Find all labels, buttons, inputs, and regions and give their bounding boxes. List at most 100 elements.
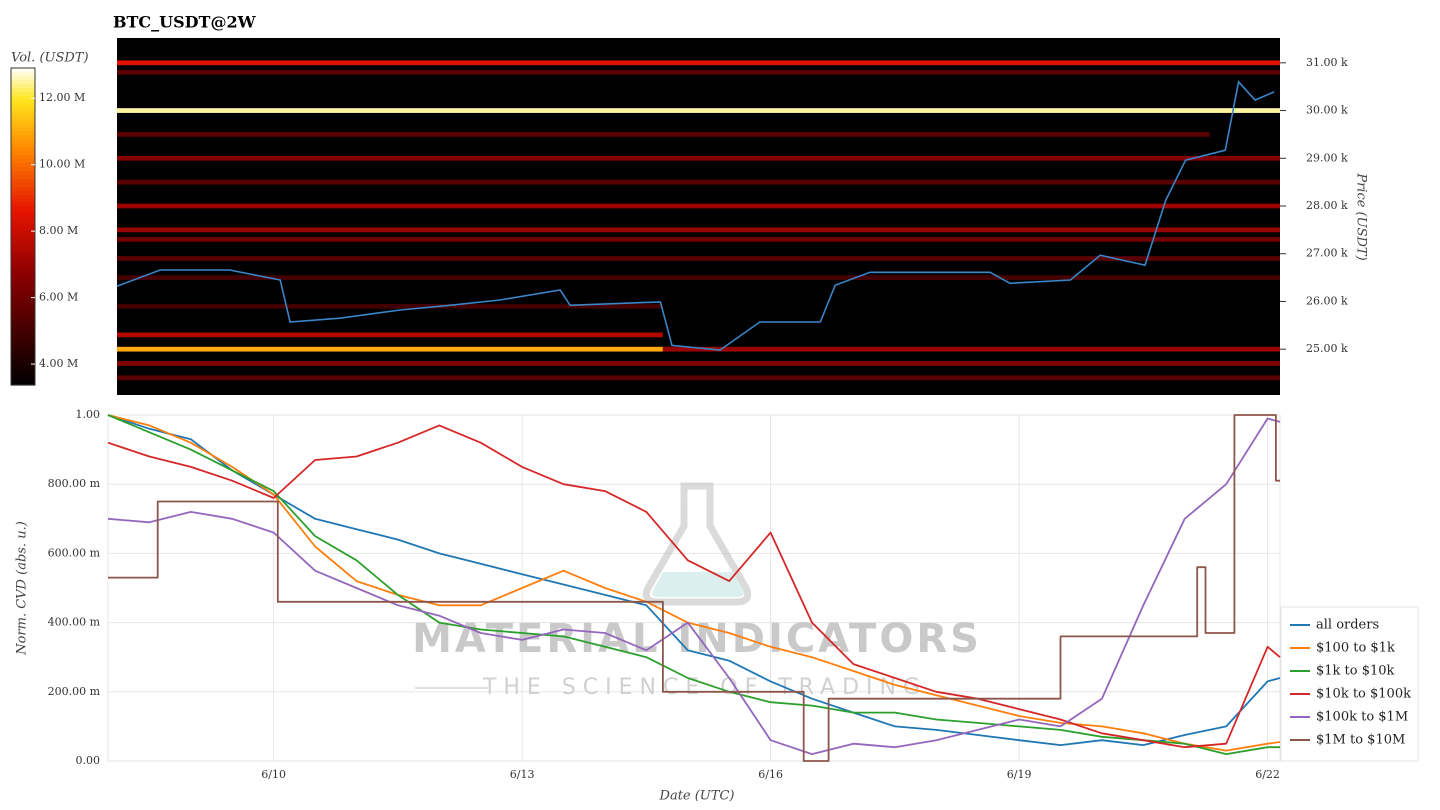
colorbar: 4.00 M 6.00 M 8.00 M 10.00 M 12.00 M	[10, 67, 85, 386]
colorbar-step	[11, 242, 35, 247]
colorbar-step	[11, 281, 35, 287]
heat-cell	[117, 203, 1280, 209]
heat-cell	[117, 303, 663, 309]
legend-label: $100k to $1M	[1316, 710, 1408, 725]
colorbar-step	[11, 321, 35, 327]
watermark-title: MATERIAL INDICATORS	[412, 616, 982, 662]
flask-liquid	[652, 572, 744, 597]
colorbar-step	[11, 103, 35, 109]
heat-cell	[662, 346, 1280, 352]
legend-label: all orders	[1316, 618, 1379, 633]
colorbar-step	[11, 107, 35, 113]
colorbar-step	[11, 163, 35, 168]
y-tick-label: 28.00 k	[1306, 199, 1348, 212]
heat-cell	[117, 69, 1280, 75]
colorbar-step	[11, 274, 35, 279]
flask-icon	[642, 482, 752, 606]
colorbar-step	[11, 83, 35, 89]
colorbar-step	[11, 95, 35, 101]
colorbar-step	[11, 381, 35, 386]
y-tick-label: 29.00 k	[1306, 151, 1348, 164]
colorbar-step	[11, 337, 35, 343]
colorbar-step	[11, 182, 35, 188]
colorbar-step	[11, 75, 35, 81]
y-tick-label: 31.00 k	[1306, 56, 1348, 69]
colorbar-step	[11, 111, 35, 117]
heat-cell	[117, 60, 1280, 66]
colorbar-step	[11, 317, 35, 323]
colorbar-tick-label: 4.00 M	[39, 357, 78, 370]
colorbar-step	[11, 171, 35, 176]
heatmap-panel: 25.00 k 26.00 k 27.00 k 28.00 k 29.00 k 30.00…	[116, 38, 1348, 395]
y-tick-label: 25.00 k	[1306, 342, 1348, 355]
colorbar-step	[11, 127, 35, 132]
legend-label: $10k to $100k	[1316, 687, 1411, 702]
legend-label: $1M to $10M	[1316, 733, 1405, 748]
legend: all orders $100 to $1k $1k to $10k $10k to …	[1280, 606, 1419, 762]
colorbar-step	[11, 270, 35, 275]
colorbar-step	[11, 190, 35, 196]
colorbar-label: Vol. (USDT)	[11, 51, 89, 66]
heat-cell	[117, 227, 1280, 233]
legend-box	[1280, 606, 1419, 762]
colorbar-step	[11, 285, 35, 291]
colorbar-step	[11, 230, 35, 236]
heat-cell	[117, 332, 663, 338]
colorbar-step	[11, 119, 35, 125]
colorbar-step	[11, 167, 35, 172]
y-tick-label: 600.00 m	[48, 546, 101, 559]
colorbar-step	[11, 135, 35, 140]
legend-label: $100 to $1k	[1316, 641, 1395, 656]
y-tick-label: 200.00 m	[48, 685, 101, 698]
colorbar-step	[11, 214, 35, 220]
watermark-subtitle: THE SCIENCE OF TRADING	[482, 675, 927, 700]
y-axis-label: Norm. CVD (abs. u.)	[15, 521, 30, 656]
cvd-line	[107, 424, 1281, 749]
colorbar-step	[11, 254, 35, 259]
colorbar-step	[11, 278, 35, 283]
colorbar-step	[11, 91, 35, 97]
colorbar-step	[11, 198, 35, 204]
colorbar-step	[11, 258, 35, 263]
y-tick-label: 0.00	[76, 754, 101, 767]
heat-cell	[117, 375, 1280, 381]
price-line	[116, 80, 1275, 351]
colorbar-step	[11, 206, 35, 212]
heat-cell	[117, 108, 1280, 113]
y-tick-label: 27.00 k	[1306, 247, 1348, 260]
colorbar-step	[11, 139, 35, 144]
colorbar-tick-label: 10.00 M	[39, 158, 85, 171]
colorbar-step	[11, 147, 35, 152]
colorbar-step	[11, 178, 35, 184]
colorbar-step	[11, 341, 35, 346]
colorbar-step	[11, 87, 35, 93]
colorbar-step	[11, 115, 35, 121]
heat-cell	[117, 179, 1280, 185]
colorbar-tick-label: 12.00 M	[39, 91, 85, 104]
colorbar-step	[11, 377, 35, 382]
legend-label: $1k to $10k	[1316, 664, 1395, 679]
heat-cell	[117, 346, 663, 352]
colorbar-step	[11, 325, 35, 331]
colorbar-step	[11, 309, 35, 315]
colorbar-step	[11, 238, 35, 243]
cvd-line	[107, 414, 1281, 746]
colorbar-step	[11, 289, 35, 295]
x-tick-label: 6/19	[1007, 768, 1032, 781]
x-tick-label: 6/22	[1255, 768, 1280, 781]
colorbar-step	[11, 234, 35, 239]
colorbar-step	[11, 353, 35, 358]
colorbar-step	[11, 68, 35, 73]
colorbar-step	[11, 186, 35, 192]
y-tick-label: 400.00 m	[48, 616, 101, 629]
colorbar-step	[11, 250, 35, 255]
colorbar-step	[11, 266, 35, 271]
colorbar-step	[11, 131, 35, 136]
cvd-line	[107, 414, 1281, 752]
colorbar-step	[11, 99, 35, 105]
heat-cell	[117, 132, 1210, 137]
heatmap-background	[117, 38, 1280, 395]
colorbar-step	[11, 293, 35, 299]
heat-cell	[117, 237, 1280, 242]
colorbar-step	[11, 305, 35, 311]
